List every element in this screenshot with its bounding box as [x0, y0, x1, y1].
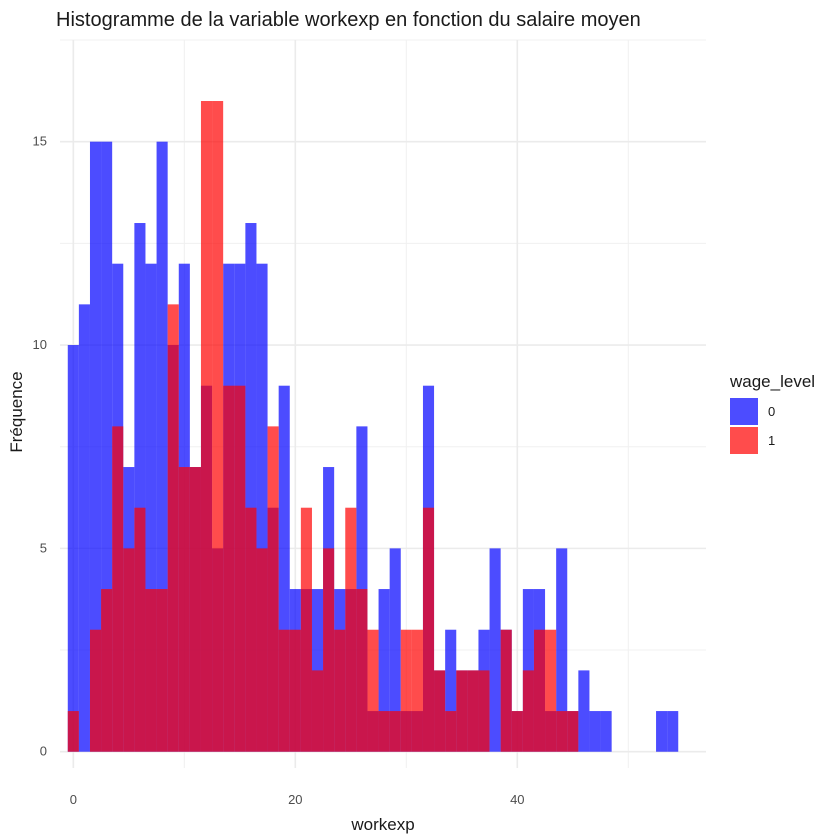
bar-series-1 — [101, 589, 113, 752]
bar-series-1 — [356, 589, 368, 752]
y-axis-title: Fréquence — [7, 371, 26, 452]
bar-series-0 — [67, 345, 79, 752]
bar-series-1 — [311, 670, 324, 752]
y-tick-label: 5 — [40, 540, 47, 555]
bar-series-1 — [400, 629, 412, 752]
bar-series-1 — [323, 548, 335, 752]
bar-series-1 — [234, 385, 246, 752]
bar-series-1 — [511, 711, 523, 752]
x-tick-label: 0 — [70, 792, 77, 807]
bar-series-1 — [178, 467, 190, 752]
bar-series-1 — [422, 507, 435, 752]
bar-series-0 — [89, 141, 102, 752]
y-tick-label: 10 — [33, 337, 47, 352]
bar-series-0 — [245, 223, 257, 752]
bar-series-0 — [378, 589, 390, 752]
bar-series-0 — [667, 711, 679, 752]
bar-series-0 — [489, 548, 501, 752]
bar-series-1 — [456, 670, 468, 752]
bar-series-1 — [522, 670, 534, 752]
bar-series-0 — [578, 670, 590, 752]
bar-series-1 — [123, 548, 135, 752]
bar-series-1 — [445, 711, 457, 752]
bar-series-1 — [545, 629, 557, 752]
bar-series-0 — [256, 263, 268, 752]
bar-series-0 — [445, 629, 457, 752]
bar-series-0 — [600, 711, 612, 752]
bar-series-1 — [223, 385, 235, 752]
chart-title: Histogramme de la variable workexp en fo… — [56, 9, 641, 31]
bar-series-0 — [556, 548, 568, 752]
bar-series-0 — [134, 223, 146, 752]
legend-key-0 — [730, 398, 758, 425]
bar-series-1 — [200, 101, 213, 752]
bar-series-1 — [189, 467, 201, 752]
y-tick-labels: 0 5 10 15 — [33, 134, 47, 759]
bar-series-1 — [500, 629, 512, 752]
bar-series-1 — [145, 589, 157, 752]
bar-series-1 — [567, 711, 579, 752]
x-tick-label: 20 — [288, 792, 302, 807]
bar-series-1 — [134, 507, 146, 752]
series-1-bars — [67, 101, 579, 752]
bar-series-1 — [278, 629, 290, 752]
legend-key-1 — [730, 427, 758, 454]
legend-title: wage_level — [729, 372, 815, 391]
legend-label-0: 0 — [768, 404, 775, 419]
bar-series-0 — [145, 263, 157, 752]
bar-series-1 — [245, 507, 257, 752]
bar-series-0 — [156, 141, 168, 752]
x-axis-title: workexp — [350, 815, 414, 834]
bar-series-1 — [367, 629, 379, 752]
bar-series-0 — [389, 548, 401, 752]
bar-series-1 — [434, 670, 446, 752]
bar-series-1 — [411, 629, 423, 752]
bar-series-1 — [389, 711, 401, 752]
bar-series-1 — [467, 670, 479, 752]
bar-series-1 — [345, 507, 357, 752]
bar-series-1 — [89, 629, 102, 752]
bar-series-0 — [589, 711, 601, 752]
bar-series-1 — [167, 304, 179, 752]
bar-series-1 — [156, 589, 168, 752]
bar-series-1 — [533, 629, 546, 752]
bar-series-1 — [289, 629, 301, 752]
x-tick-labels: 0 20 40 — [70, 792, 525, 807]
legend-label-1: 1 — [768, 433, 775, 448]
bar-series-1 — [256, 548, 268, 752]
bar-series-0 — [78, 304, 90, 752]
y-tick-label: 15 — [33, 134, 47, 149]
bar-series-1 — [378, 711, 390, 752]
bar-series-1 — [300, 507, 312, 752]
bar-series-0 — [278, 385, 290, 752]
bar-series-1 — [212, 101, 224, 752]
bar-series-1 — [67, 711, 79, 752]
bar-series-1 — [267, 426, 279, 752]
y-tick-label: 0 — [40, 744, 47, 759]
bar-series-1 — [112, 426, 124, 752]
legend: wage_level 0 1 — [729, 372, 815, 454]
bar-series-1 — [478, 670, 490, 752]
bar-series-0 — [656, 711, 668, 752]
bar-series-1 — [556, 711, 568, 752]
x-tick-label: 40 — [510, 792, 524, 807]
bar-series-0 — [101, 141, 113, 752]
bar-series-1 — [334, 629, 346, 752]
